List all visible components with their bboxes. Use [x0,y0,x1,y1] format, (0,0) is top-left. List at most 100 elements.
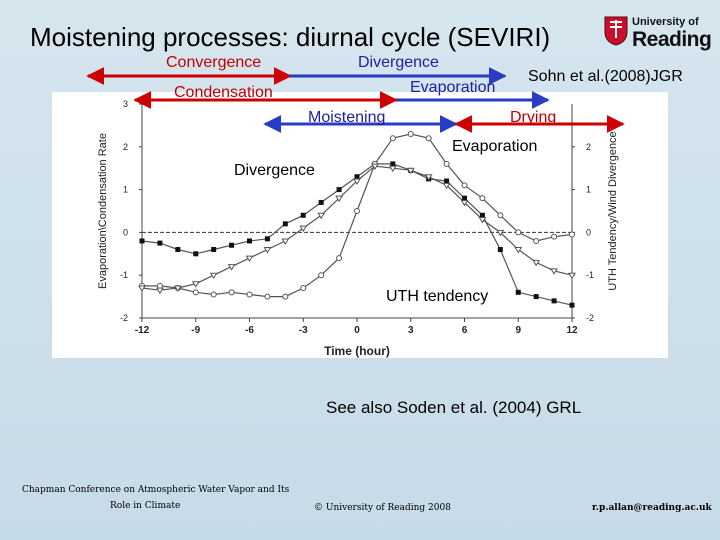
circle-point [264,293,271,300]
triangle-point [281,238,290,245]
email-link[interactable]: r.p.allan@reading.ac.uk [592,503,712,513]
square-point [229,242,235,248]
square-point [139,238,145,244]
drying-label: Drying [510,109,557,126]
y-left-axis-label: Evaporation\Condensation Rate [97,133,109,289]
circle-point [354,208,360,214]
triangle-point [442,182,451,190]
logo-line1: University of [632,16,699,28]
x-tick-label: -12 [135,325,150,336]
evaporation-top-label: Evaporation [410,79,496,96]
circle-point [461,182,468,189]
circle-point [192,289,199,296]
x-tick-label: -9 [191,325,200,336]
square-point [300,212,306,218]
conference-line2: Role in Climate [110,501,181,511]
square-point [390,161,396,167]
triangle-point [424,174,433,181]
series-line-2 [142,133,573,298]
triangle-point [263,247,272,254]
square-point [318,199,324,205]
x-tick-label: -3 [299,325,308,336]
y-left-tick-label: 3 [123,99,128,109]
y-left-tick-label: -1 [120,270,128,280]
university-logo: University of Reading [604,14,714,60]
x-axis-label: Time (hour) [324,344,390,358]
circle-point [156,282,163,289]
y-left-tick-label: 1 [123,185,128,195]
moistening-label: Moistening [308,109,386,126]
see-also-text: See also Soden et al. (2004) GRL [326,398,582,417]
triangle-point [209,272,218,280]
circle-point [569,231,575,238]
logo-line2: Reading [632,28,712,51]
evaporation-mid-label: Evaporation [452,138,538,155]
triangle-point [550,268,558,275]
circle-point [210,291,217,298]
circle-point [336,255,343,262]
square-point [497,247,503,253]
square-point [211,247,217,253]
triangle-point [227,264,236,271]
x-tick-label: -6 [245,325,254,336]
triangle-point [191,281,200,288]
square-point [264,236,270,242]
y-right-axis-label: UTH Tendency/Wind Divergence [607,131,619,290]
y-left-tick-label: 2 [123,142,128,152]
circle-point [425,135,432,142]
triangle-point [460,199,469,207]
x-tick-label: 9 [515,325,521,336]
crest-icon [604,16,628,46]
circle-point [443,160,450,167]
x-tick-label: 12 [566,325,578,336]
triangle-point [353,178,361,186]
x-tick-label: 0 [354,325,360,336]
triangle-point [478,217,487,224]
square-point [175,247,181,253]
conference-line1: Chapman Conference on Atmospheric Water … [22,485,290,495]
triangle-point [156,287,164,295]
convergence-label: Convergence [166,54,262,71]
circle-point [479,195,486,202]
triangle-point [388,165,397,173]
square-point [157,240,163,246]
y-right-tick-label: 0 [586,227,591,237]
copyright-text: © University of Reading 2008 [314,503,451,513]
square-point [479,212,485,218]
triangle-point [317,212,326,220]
divergence-top-label: Divergence [358,54,439,71]
triangle-point [496,229,505,237]
y-left-tick-label: 0 [123,227,128,237]
reference-text: Sohn et al.(2008)JGR [528,68,683,85]
square-point [444,178,450,184]
square-point [551,298,557,304]
circle-point [389,135,396,142]
square-point [462,195,467,201]
square-point [336,187,342,193]
y-right-tick-label: 2 [586,142,591,152]
circle-point [515,229,522,236]
series-line-1 [141,163,573,306]
circle-point [407,130,414,137]
divergence-left-label: Divergence [234,162,315,179]
square-point [193,251,199,257]
circle-point [300,285,307,292]
slide-title: Moistening processes: diurnal cycle (SEV… [30,22,551,52]
triangle-point [173,285,182,293]
condensation-label: Condensation [174,84,273,101]
circle-point [282,293,289,300]
square-point [247,238,252,244]
triangle-point [406,167,415,175]
y-right-tick-label: -1 [586,270,594,280]
uth-tendency-label: UTH tendency [386,288,489,305]
circle-point [533,237,540,244]
triangle-point [245,255,254,263]
y-right-tick-label: -2 [586,313,594,323]
triangle-point [335,195,343,203]
x-tick-label: 6 [462,325,468,336]
triangle-point [371,163,379,171]
triangle-point [138,285,146,293]
circle-point [228,289,235,296]
triangle-point [532,259,541,267]
